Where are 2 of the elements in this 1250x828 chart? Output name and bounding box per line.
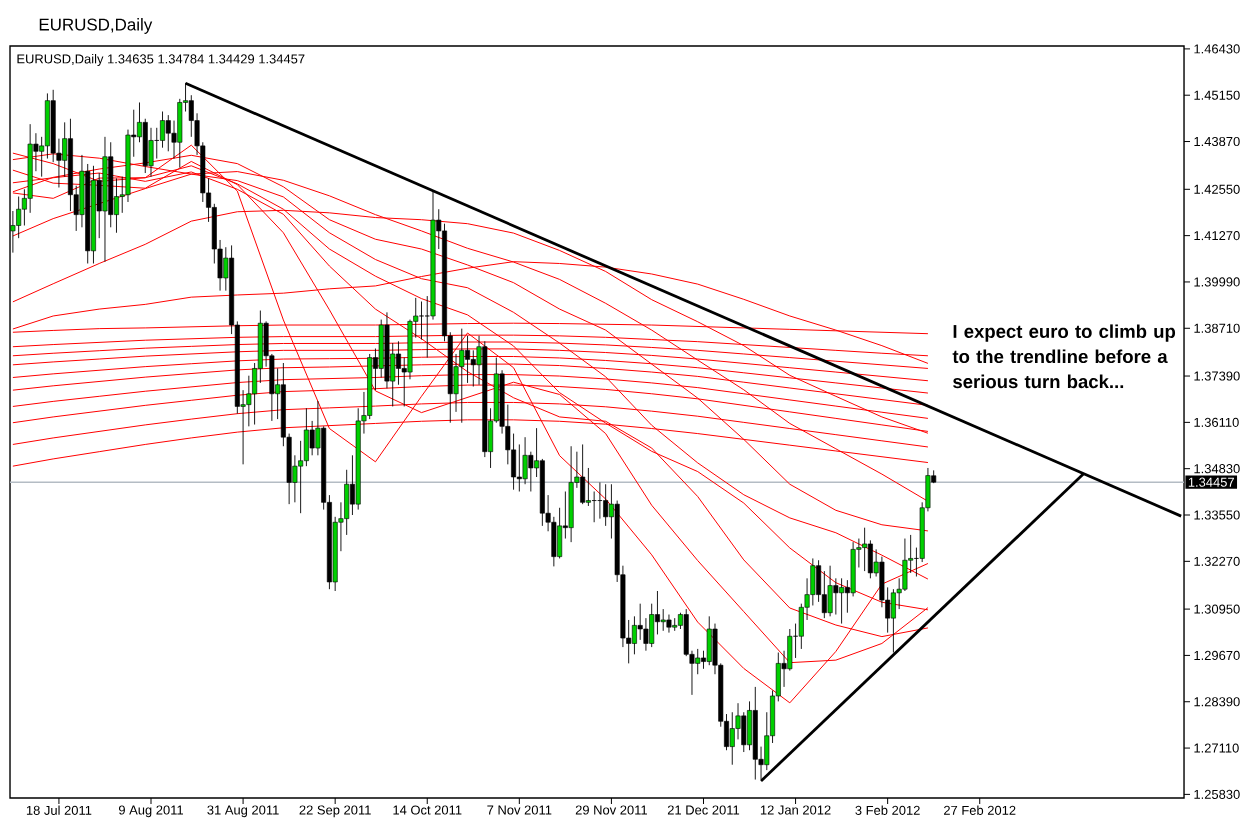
chart-title: EURUSD,Daily [39,18,153,34]
annotation: I expect euro to climb up to the trendline before a serious turn back... [952,324,1176,389]
